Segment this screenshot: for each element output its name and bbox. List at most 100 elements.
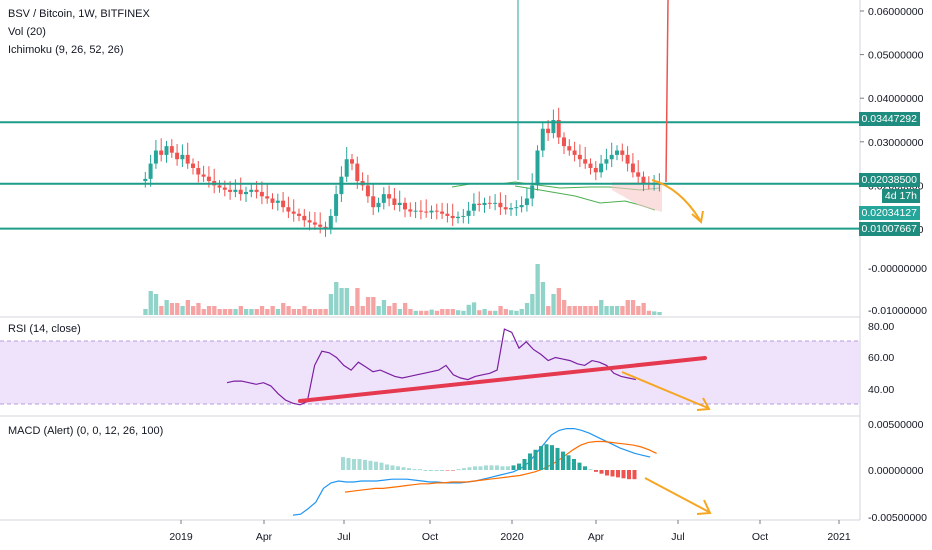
volume-bar (254, 309, 259, 315)
time-tick-label: 2020 (500, 531, 524, 543)
volume-bar (641, 303, 646, 315)
volume-bar (424, 310, 429, 315)
signal-line (344, 440, 657, 493)
candle-body (487, 202, 492, 204)
rsi-legend[interactable]: RSI (14, close) (8, 323, 81, 335)
candle-body (609, 154, 614, 160)
candle-body (355, 163, 360, 182)
macd-hist-bar (588, 469, 593, 471)
candles (143, 107, 662, 237)
volume-bar (625, 300, 630, 315)
candle-body (630, 163, 635, 173)
candle-body (556, 120, 561, 138)
volume-bar (159, 306, 164, 315)
volume-bar (562, 300, 567, 315)
volume-bar (503, 309, 508, 315)
macd-hist-bar (506, 466, 510, 470)
volume-bar (206, 306, 212, 315)
candle-body (206, 176, 211, 182)
candle-body (365, 185, 370, 197)
volume-bar (599, 300, 604, 315)
candle-body (493, 202, 498, 204)
volume-bar (228, 309, 233, 315)
volume-bar (212, 306, 217, 315)
rsi-line (226, 328, 636, 406)
volume-bar (381, 300, 387, 315)
arrow-macd (644, 477, 712, 515)
volume-bar (567, 306, 572, 315)
candle-body (191, 163, 195, 168)
arrow-price (651, 179, 704, 224)
ichimoku-legend[interactable]: Ichimoku (9, 26, 52, 26) (8, 44, 124, 56)
macd-hist-bar (434, 470, 439, 471)
macd-hist-bar (390, 465, 395, 470)
macd-hist-bar (528, 453, 532, 470)
volume-bar (307, 309, 312, 315)
candle-body (244, 191, 248, 195)
volume-bar (355, 288, 360, 315)
volume-bar (318, 309, 323, 315)
candle-body (233, 189, 238, 192)
volume-bar (185, 300, 190, 315)
volume-bar (286, 306, 291, 315)
macd-hist-bar (599, 470, 604, 474)
macd-tick-label: -0.00500000 (868, 512, 927, 524)
candle-body (641, 176, 646, 184)
candle-body (281, 200, 286, 208)
candle-body (164, 146, 169, 155)
volume-bar (312, 309, 318, 315)
volume-bar (646, 310, 652, 315)
candle-body (461, 215, 466, 217)
volume-bar (297, 309, 302, 315)
macd-hist-bar (456, 469, 461, 471)
chart-title: BSV / Bitcoin, 1W, BITFINEX (8, 8, 150, 20)
macd-hist-bar (616, 470, 620, 478)
candle-body (636, 172, 641, 177)
macd-legend[interactable]: MACD (Alert) (0, 0, 12, 26, 100) (8, 425, 164, 437)
macd-hist-bar (401, 467, 406, 470)
macd-hist-bar (544, 444, 549, 470)
volume-bar (323, 309, 328, 315)
volume-bar (604, 306, 609, 315)
vol-legend[interactable]: Vol (20) (8, 26, 46, 38)
macd-hist-bar (594, 470, 598, 472)
candle-body (153, 150, 158, 164)
volume-tick-label: -0.01000000 (868, 305, 927, 317)
time-tick-label: Jul (671, 531, 684, 543)
macd-hist-bar (583, 466, 587, 470)
candle-body (175, 152, 180, 160)
volume-bar (175, 303, 180, 315)
macd-hist-bar (517, 463, 521, 470)
candle-body (376, 202, 381, 208)
volume-bar (630, 300, 636, 315)
volume-bars (143, 264, 662, 315)
macd-hist-bar (555, 447, 560, 470)
candle-body (217, 185, 222, 188)
macd-hist-bar (632, 470, 637, 480)
macd-hist-bar (627, 470, 631, 480)
macd-hist-bar (423, 470, 428, 471)
volume-bar (259, 306, 265, 315)
time-tick-label: Oct (422, 531, 438, 543)
volume-bar (334, 282, 339, 315)
time-tick-label: Oct (752, 531, 768, 543)
macd-hist-bar (500, 466, 505, 470)
volume-bar (408, 309, 413, 315)
volume-bar (471, 302, 477, 315)
volume-bar (556, 288, 561, 315)
volume-bar (180, 306, 185, 315)
macd-hist-bar (478, 466, 483, 470)
candle-body (625, 154, 630, 164)
horizontal-levels (0, 121, 860, 230)
current-price-label: 0.02034127 (858, 206, 920, 220)
price-spike-line (665, 0, 669, 183)
volume-bar (281, 303, 286, 315)
macd-tick-label: 0.00000000 (868, 465, 924, 477)
rsi-trendline (298, 356, 707, 403)
candle-body (403, 202, 407, 210)
macd-hist-bar (352, 458, 356, 470)
macd-hist-bar (533, 449, 538, 470)
macd-tick-label: 0.00500000 (868, 419, 924, 431)
candle-body (514, 207, 519, 209)
